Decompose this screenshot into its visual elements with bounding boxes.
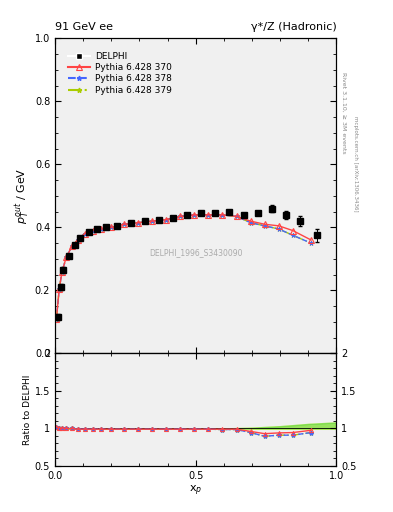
Legend: DELPHI, Pythia 6.428 370, Pythia 6.428 378, Pythia 6.428 379: DELPHI, Pythia 6.428 370, Pythia 6.428 3…	[65, 49, 174, 97]
X-axis label: x$_p$: x$_p$	[189, 483, 202, 498]
Text: DELPHI_1996_S3430090: DELPHI_1996_S3430090	[149, 248, 242, 257]
Text: γ*/Z (Hadronic): γ*/Z (Hadronic)	[251, 22, 336, 32]
Text: 91 GeV ee: 91 GeV ee	[55, 22, 113, 32]
Text: mcplots.cern.ch [arXiv:1306.3436]: mcplots.cern.ch [arXiv:1306.3436]	[353, 116, 358, 211]
Y-axis label: $p^{out}_{T}$ / GeV: $p^{out}_{T}$ / GeV	[13, 168, 32, 224]
Text: Rivet 3.1.10, ≥ 3M events: Rivet 3.1.10, ≥ 3M events	[341, 72, 346, 154]
Y-axis label: Ratio to DELPHI: Ratio to DELPHI	[23, 374, 32, 445]
